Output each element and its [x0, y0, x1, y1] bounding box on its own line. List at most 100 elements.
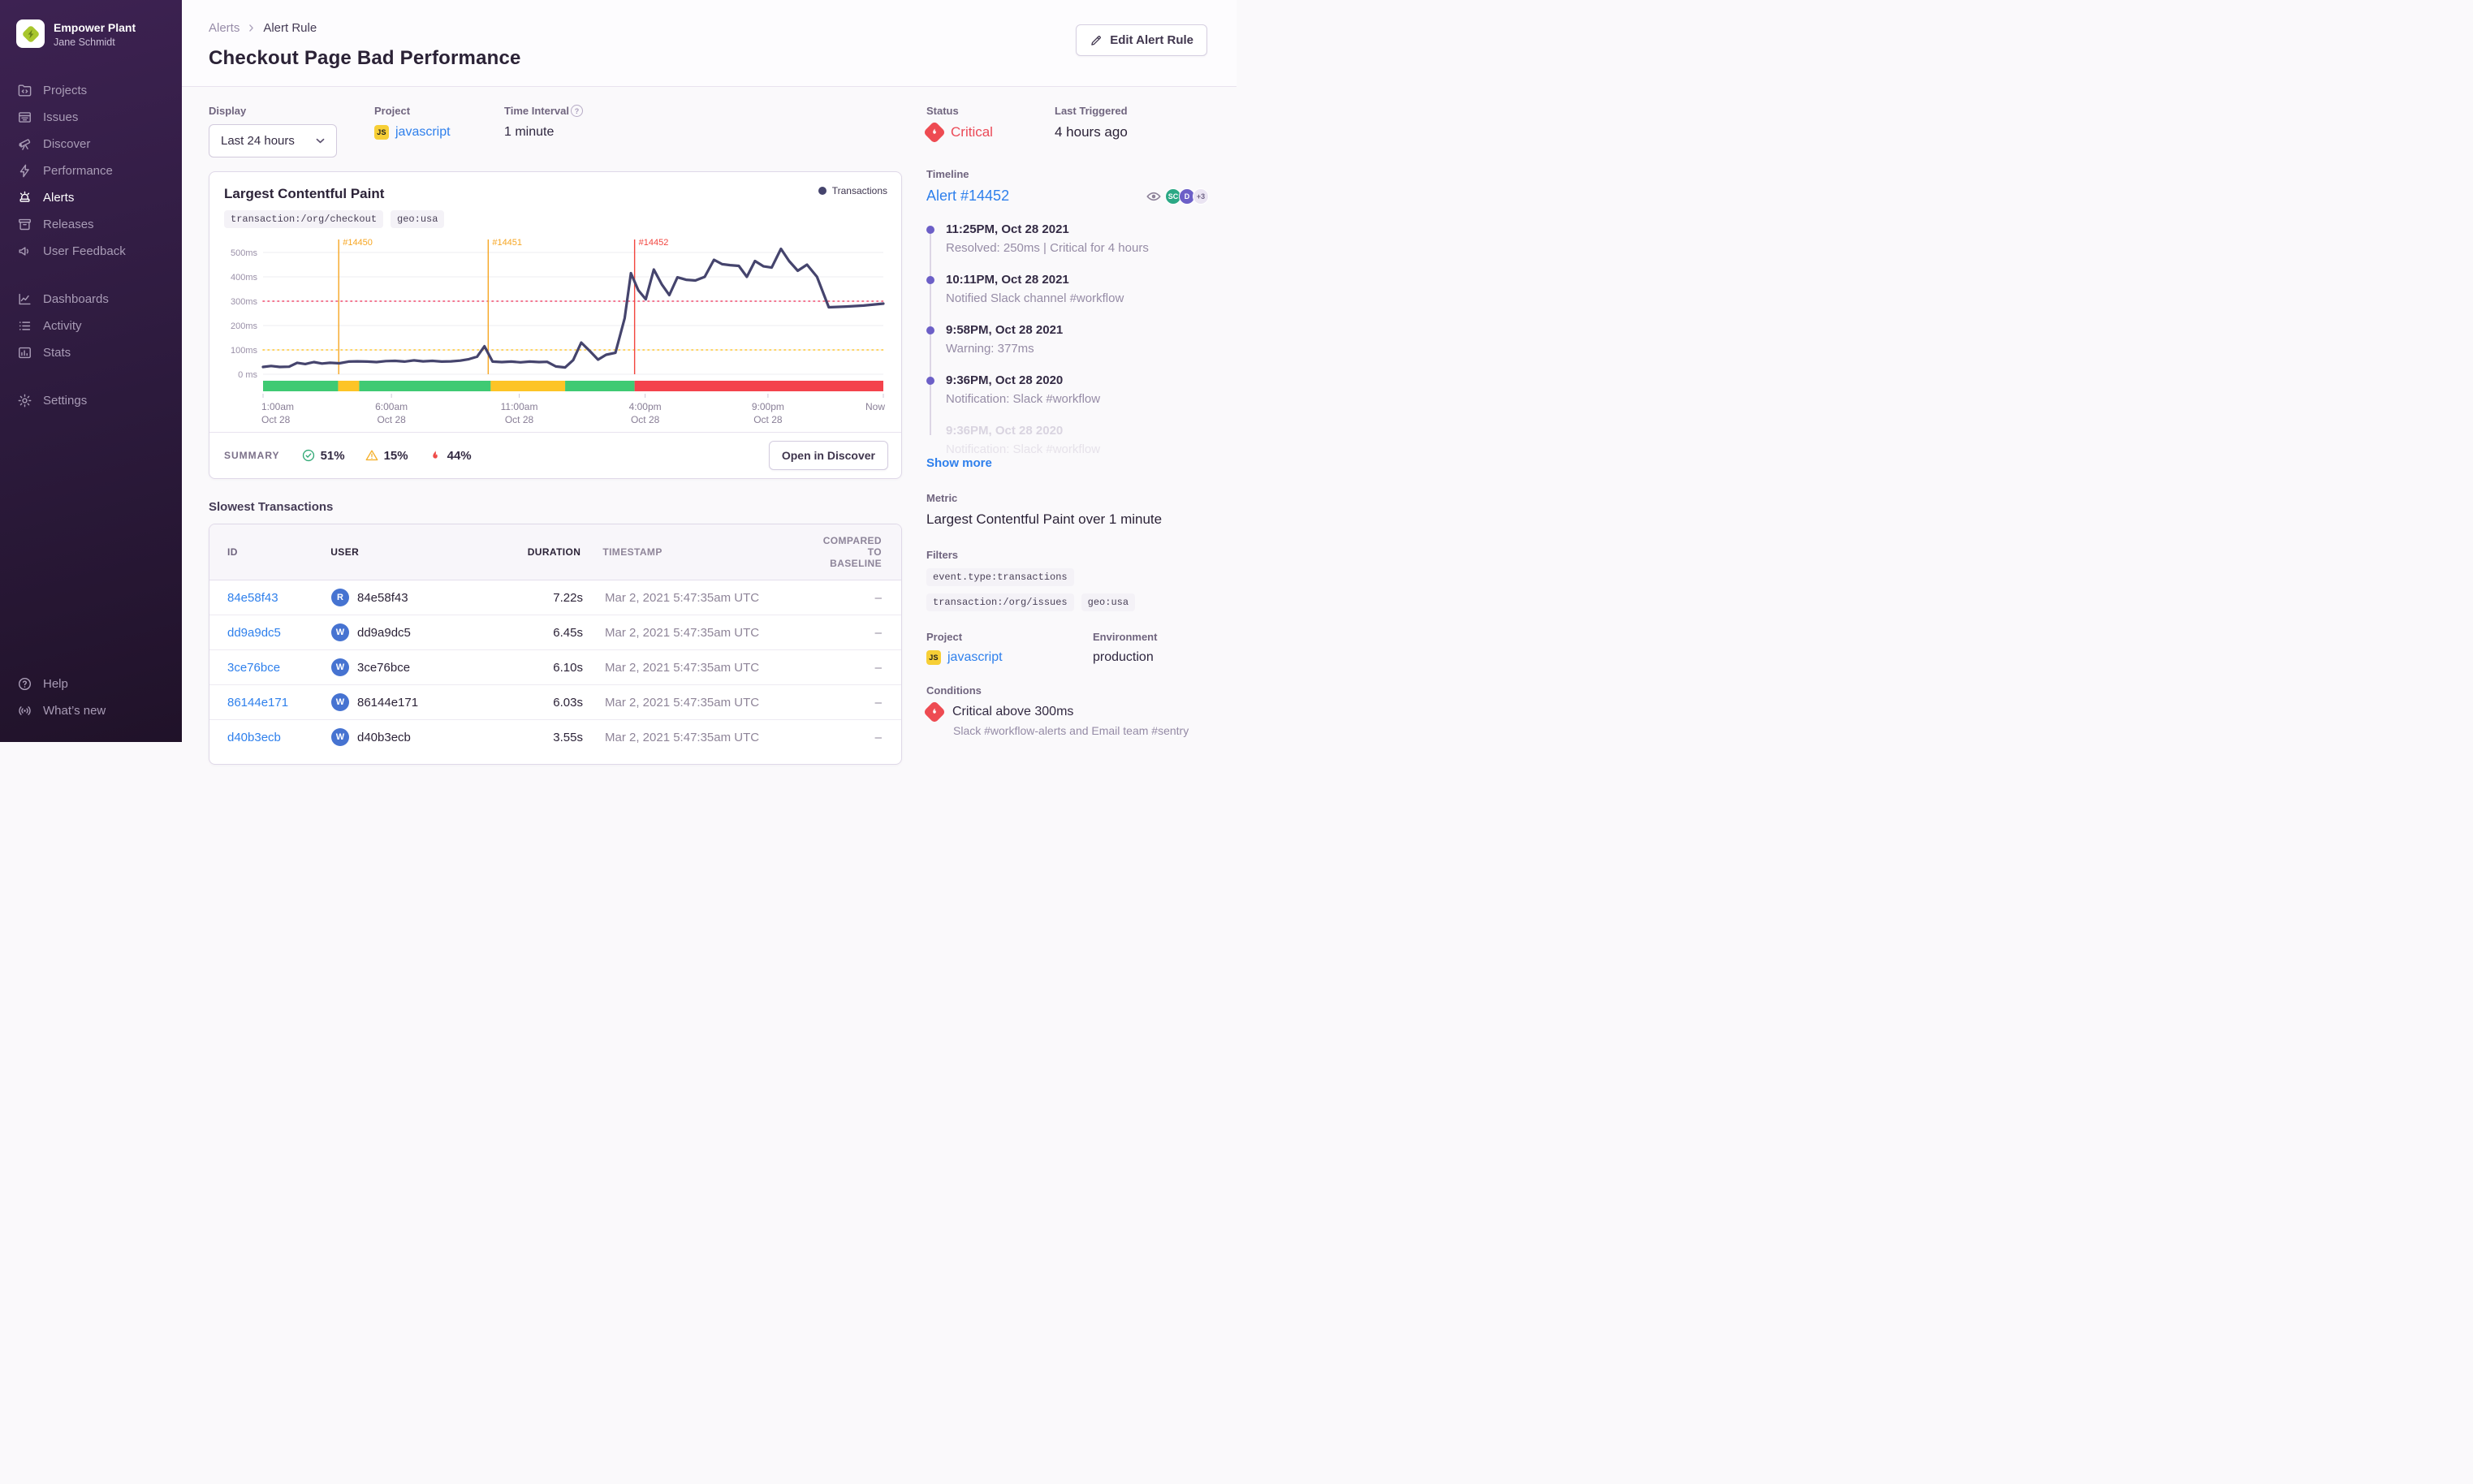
- sidebar-item-discover[interactable]: Discover: [0, 131, 182, 157]
- svg-text:100ms: 100ms: [231, 346, 258, 356]
- transaction-id-link[interactable]: dd9a9dc5: [227, 625, 281, 640]
- svg-text:Oct 28: Oct 28: [753, 414, 783, 425]
- transaction-id-link[interactable]: 3ce76bce: [227, 660, 281, 675]
- timeline-entry: 9:36PM, Oct 28 2020 Notification: Slack #…: [926, 373, 1209, 406]
- sidebar-item-user-feedback[interactable]: User Feedback: [0, 238, 182, 265]
- open-in-discover-button[interactable]: Open in Discover: [768, 441, 888, 470]
- dashboards-icon: [17, 291, 32, 307]
- whats-new-icon: [17, 703, 32, 718]
- sidebar-item-releases[interactable]: Releases: [0, 211, 182, 238]
- timeline-dot: [926, 276, 934, 284]
- org-switcher[interactable]: Empower Plant Jane Schmidt: [0, 15, 182, 53]
- javascript-platform-icon: JS: [926, 650, 941, 665]
- transaction-id-link[interactable]: d40b3ecb: [227, 730, 281, 744]
- summary-bar: SUMMARY 51% 15% 44% Open in Discover: [209, 432, 901, 478]
- summary-item: 51%: [301, 448, 345, 463]
- svg-text:500ms: 500ms: [231, 248, 258, 258]
- legend-label: Transactions: [831, 185, 887, 196]
- sidebar-item-label: Issues: [43, 110, 79, 124]
- interval-value: 1 minute: [504, 125, 555, 139]
- sidebar-item-what-s-new[interactable]: What’s new: [0, 697, 182, 724]
- display-dropdown[interactable]: Last 24 hours: [209, 124, 337, 157]
- edit-alert-rule-button[interactable]: Edit Alert Rule: [1076, 24, 1207, 56]
- display-label: Display: [209, 105, 247, 117]
- environment-label: Environment: [1093, 631, 1158, 643]
- svg-text:Now: Now: [865, 401, 885, 412]
- sidebar-item-projects[interactable]: Projects: [0, 77, 182, 104]
- alert-link[interactable]: Alert #14452: [926, 188, 1010, 204]
- filter-tag-row: event.type:transactions transaction:/org/…: [926, 568, 1209, 611]
- timeline-label: Timeline: [926, 168, 969, 180]
- participant-avatar[interactable]: +3: [1193, 188, 1209, 205]
- main-area: Alerts Alert Rule Checkout Page Bad Perf…: [182, 0, 1236, 765]
- transaction-id-link[interactable]: 84e58f43: [227, 590, 278, 605]
- nav-footer: Help What’s new: [0, 671, 182, 724]
- filter-tag: geo:usa: [391, 210, 445, 228]
- project-link[interactable]: javascript: [395, 125, 451, 139]
- col-timestamp: TIMESTAMP: [602, 546, 662, 558]
- project-label: Project: [374, 105, 411, 117]
- sidebar-item-help[interactable]: Help: [0, 671, 182, 697]
- timestamp-cell: Mar 2, 2021 5:47:35am UTC: [605, 625, 760, 640]
- critical-status-icon: [922, 120, 947, 145]
- timeline-time: 11:25PM, Oct 28 2021: [946, 222, 1069, 236]
- sidebar-item-stats[interactable]: Stats: [0, 339, 182, 366]
- chart-header: Largest Contentful Paint transaction:/or…: [209, 172, 901, 231]
- svg-text:9:00pm: 9:00pm: [752, 401, 784, 412]
- filter-tag: event.type:transactions: [926, 568, 1074, 586]
- summary-label: SUMMARY: [224, 450, 280, 461]
- sidebar-item-label: Help: [43, 677, 68, 691]
- flame-icon: [428, 448, 442, 463]
- empower-plant-logo-icon: [22, 25, 39, 42]
- help-icon: [17, 676, 32, 692]
- breadcrumb-alerts[interactable]: Alerts: [209, 21, 240, 35]
- timestamp-cell: Mar 2, 2021 5:47:35am UTC: [605, 695, 760, 710]
- right-panel: Status Critical Last Triggered 4 hours a…: [922, 105, 1209, 765]
- sidebar-item-label: Performance: [43, 164, 113, 178]
- settings-icon: [17, 393, 32, 408]
- issues-icon: [17, 110, 32, 125]
- sidebar-item-label: Projects: [43, 84, 88, 97]
- timeline-entry: 10:11PM, Oct 28 2021 Notified Slack chann…: [926, 273, 1209, 305]
- transaction-id-link[interactable]: 86144e171: [227, 695, 289, 710]
- chart-card: Largest Contentful Paint transaction:/or…: [209, 171, 902, 479]
- eye-icon[interactable]: [1146, 188, 1162, 205]
- summary-items: 51% 15% 44%: [301, 448, 491, 463]
- metric-section: Metric Largest Contentful Paint over 1 m…: [926, 492, 1209, 528]
- timeline-dot: [926, 226, 934, 234]
- sidebar-item-dashboards[interactable]: Dashboards: [0, 286, 182, 313]
- page-header: Alerts Alert Rule Checkout Page Bad Perf…: [182, 0, 1236, 87]
- svg-text:1:00am: 1:00am: [261, 401, 294, 412]
- timeline-entry: 9:58PM, Oct 28 2021 Warning: 377ms: [926, 323, 1209, 356]
- sidebar: Empower Plant Jane Schmidt Projects Issue…: [0, 0, 182, 742]
- timeline-dot: [926, 326, 934, 334]
- timeline-description: Warning: 377ms: [946, 342, 1034, 356]
- discover-icon: [17, 136, 32, 152]
- status-label: Status: [926, 105, 959, 117]
- filter-tag: geo:usa: [1081, 593, 1136, 611]
- chevron-right-icon: [246, 23, 257, 33]
- sidebar-item-activity[interactable]: Activity: [0, 313, 182, 339]
- sidebar-item-settings[interactable]: Settings: [0, 387, 182, 414]
- timeline-description: Resolved: 250ms | Critical for 4 hours: [946, 241, 1149, 255]
- last-triggered-value: 4 hours ago: [1055, 124, 1128, 140]
- user-avatar: W: [331, 693, 349, 711]
- stats-icon: [17, 345, 32, 360]
- interval-label-row: Time Interval ?: [504, 105, 583, 117]
- nav-tertiary: Settings: [0, 387, 182, 414]
- sidebar-item-alerts[interactable]: Alerts: [0, 184, 182, 211]
- breadcrumb: Alerts Alert Rule: [209, 21, 1207, 35]
- sidebar-item-issues[interactable]: Issues: [0, 104, 182, 131]
- sidebar-item-performance[interactable]: Performance: [0, 157, 182, 184]
- user-name: 86144e171: [357, 695, 419, 710]
- svg-text:6:00am: 6:00am: [375, 401, 408, 412]
- baseline-cell: –: [874, 660, 882, 675]
- svg-text:Oct 28: Oct 28: [377, 414, 406, 425]
- performance-icon: [17, 163, 32, 179]
- detail-project-link[interactable]: javascript: [947, 650, 1003, 664]
- lcp-chart[interactable]: 0 ms 100ms 200ms 300ms 400ms 500ms #14450 #1445…: [209, 231, 901, 432]
- question-icon[interactable]: ?: [570, 105, 583, 117]
- timeline-section: Timeline Alert #14452 SC D +3 11:25PM, Oct…: [926, 168, 1209, 471]
- show-more-link[interactable]: Show more: [926, 456, 992, 470]
